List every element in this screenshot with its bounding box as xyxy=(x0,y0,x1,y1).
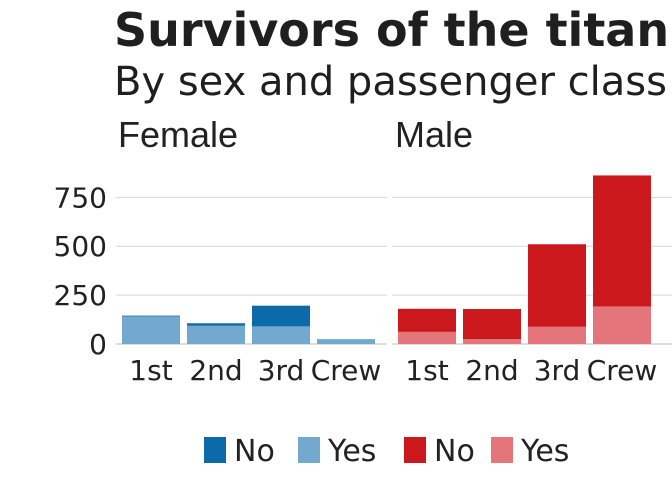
gridlines xyxy=(116,196,672,345)
bar-male-1st-yes xyxy=(398,331,456,344)
facet-label-female: Female xyxy=(118,114,238,155)
legend-label: No xyxy=(434,434,475,469)
bar-male-3rd-yes xyxy=(528,326,586,344)
legend-swatch xyxy=(491,437,513,463)
chart-title: Survivors of the titanic xyxy=(114,3,672,57)
legend-swatch xyxy=(204,437,226,463)
bar-male-1st-no xyxy=(398,308,456,332)
bar-male-3rd-no xyxy=(528,244,586,327)
bar-male-2nd-yes xyxy=(463,339,521,344)
bars xyxy=(122,175,651,344)
y-tick-label: 500 xyxy=(54,230,107,263)
x-axis-ticks: 1st 2nd 3rd Crew 1st 2nd 3rd Crew xyxy=(129,354,657,387)
x-tick-label: 1st xyxy=(129,354,172,387)
x-tick-label: 1st xyxy=(405,354,448,387)
bar-male-crew-no xyxy=(593,175,651,307)
bar-female-3rd-no xyxy=(252,305,310,327)
bar-male-2nd-no xyxy=(463,308,521,340)
bar-male-crew-yes xyxy=(593,306,651,344)
x-tick-label: 2nd xyxy=(465,354,518,387)
x-tick-label: Crew xyxy=(311,354,382,387)
bar-female-crew-no xyxy=(317,339,375,341)
bar-female-crew-yes xyxy=(317,340,375,344)
y-tick-label: 0 xyxy=(89,328,107,361)
bar-female-1st-no xyxy=(122,315,180,317)
y-axis-ticks: 0 250 500 750 xyxy=(54,181,107,361)
legend-label: No xyxy=(234,434,275,469)
chart-subtitle: By sex and passenger class xyxy=(114,59,667,105)
legend-swatch xyxy=(404,437,426,463)
bar-female-1st-yes xyxy=(122,316,180,344)
y-tick-label: 750 xyxy=(54,181,107,214)
legend-swatch xyxy=(298,437,320,463)
bar-female-3rd-yes xyxy=(252,326,310,344)
x-tick-label: Crew xyxy=(587,354,658,387)
x-tick-label: 3rd xyxy=(534,354,581,387)
y-tick-label: 250 xyxy=(54,279,107,312)
x-tick-label: 3rd xyxy=(258,354,305,387)
bar-female-2nd-yes xyxy=(187,325,245,344)
bar-female-2nd-no xyxy=(187,323,245,326)
legend-label: Yes xyxy=(327,434,376,469)
x-tick-label: 2nd xyxy=(189,354,242,387)
facet-label-male: Male xyxy=(395,114,473,155)
legend-label: Yes xyxy=(520,434,569,469)
legend: No Yes No Yes xyxy=(204,434,569,469)
